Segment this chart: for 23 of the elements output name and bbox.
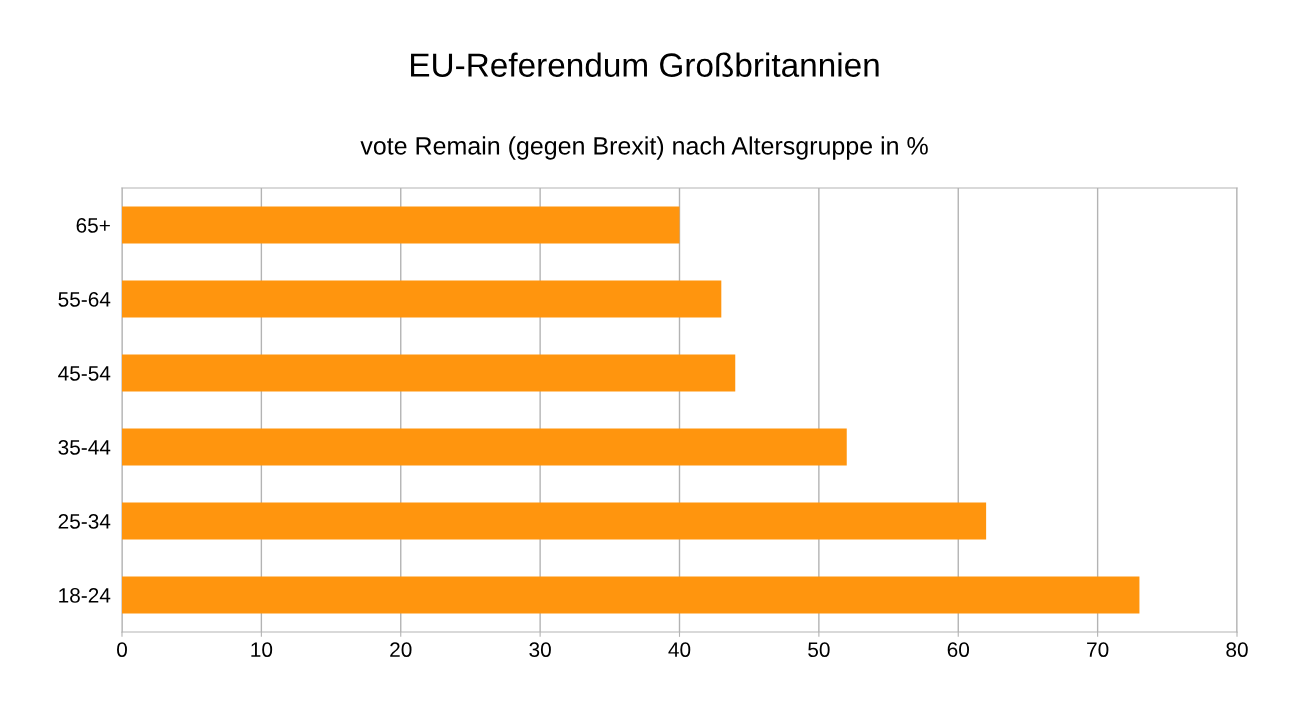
y-tick-label: 35-44 [58, 440, 111, 455]
x-tick-label: 60 [947, 642, 970, 658]
chart-title: EU-Referendum Großbritannien [411, 52, 879, 77]
y-tick-label: 55-64 [58, 292, 111, 307]
bar [122, 502, 987, 540]
y-tick-label: 65+ [76, 218, 110, 233]
x-tick-label: 70 [1087, 642, 1109, 658]
bar [122, 354, 736, 392]
y-tick-label: 25-34 [58, 514, 111, 529]
x-tick-label: 20 [390, 642, 412, 658]
bar [122, 576, 1140, 614]
y-tick-label: 45-54 [58, 366, 111, 381]
y-tick-label: 18-24 [59, 588, 111, 603]
bar [122, 280, 722, 318]
x-tick-label: 40 [668, 642, 691, 658]
x-tick-label: 50 [808, 642, 830, 658]
x-tick-label: 10 [251, 642, 273, 658]
bar [122, 428, 847, 466]
chart-subtitle: vote Remain (gegen Brexit) nach Altersgruppe in % [360, 136, 928, 160]
x-tick-label: 30 [529, 642, 551, 658]
bar [122, 206, 680, 244]
x-tick-label: 0 [117, 642, 127, 658]
x-tick-label: 80 [1226, 642, 1248, 658]
